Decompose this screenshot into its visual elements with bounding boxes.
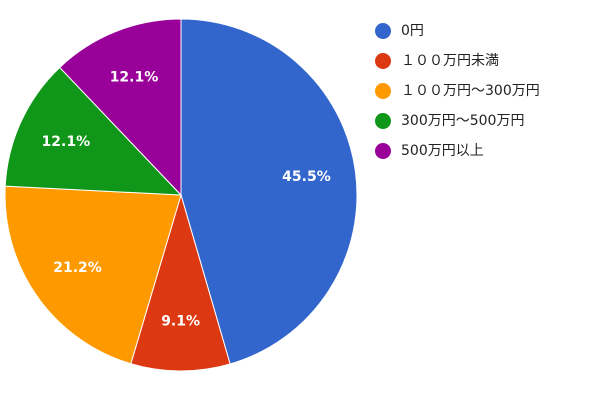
pie-slice-4 — [59, 18, 182, 197]
legend-label-0: 0円 — [401, 23, 424, 39]
legend-marker-4 — [375, 143, 391, 159]
pie-slice-label-4: 12.1% — [110, 69, 159, 85]
pie-slice-1 — [130, 193, 231, 372]
pie-data-labels: 45.5% 9.1% 21.2% 12.1% 12.1% — [42, 69, 331, 329]
legend-label-1: １００万円未満 — [401, 53, 499, 69]
pie-slice-label-2: 21.2% — [53, 260, 102, 276]
legend-marker-0 — [375, 23, 391, 39]
pie-slices — [4, 18, 358, 372]
pie-slice-2 — [4, 185, 182, 365]
pie-slice-label-0: 45.5% — [282, 169, 331, 185]
pie-slice-3 — [4, 66, 183, 196]
legend-label-2: １００万円～300万円 — [401, 83, 540, 99]
pie-slice-label-1: 9.1% — [161, 314, 200, 330]
pie-slice-0 — [180, 18, 358, 365]
legend-label-3: 300万円～500万円 — [401, 113, 524, 129]
legend-marker-1 — [375, 53, 391, 69]
legend-label-4: 500万円以上 — [401, 143, 484, 159]
legend: 0円 １００万円未満 １００万円～300万円 300万円～500万円 500万円以上 — [375, 23, 540, 159]
legend-marker-2 — [375, 83, 391, 99]
legend-marker-3 — [375, 113, 391, 129]
pie-slice-label-3: 12.1% — [42, 134, 91, 150]
